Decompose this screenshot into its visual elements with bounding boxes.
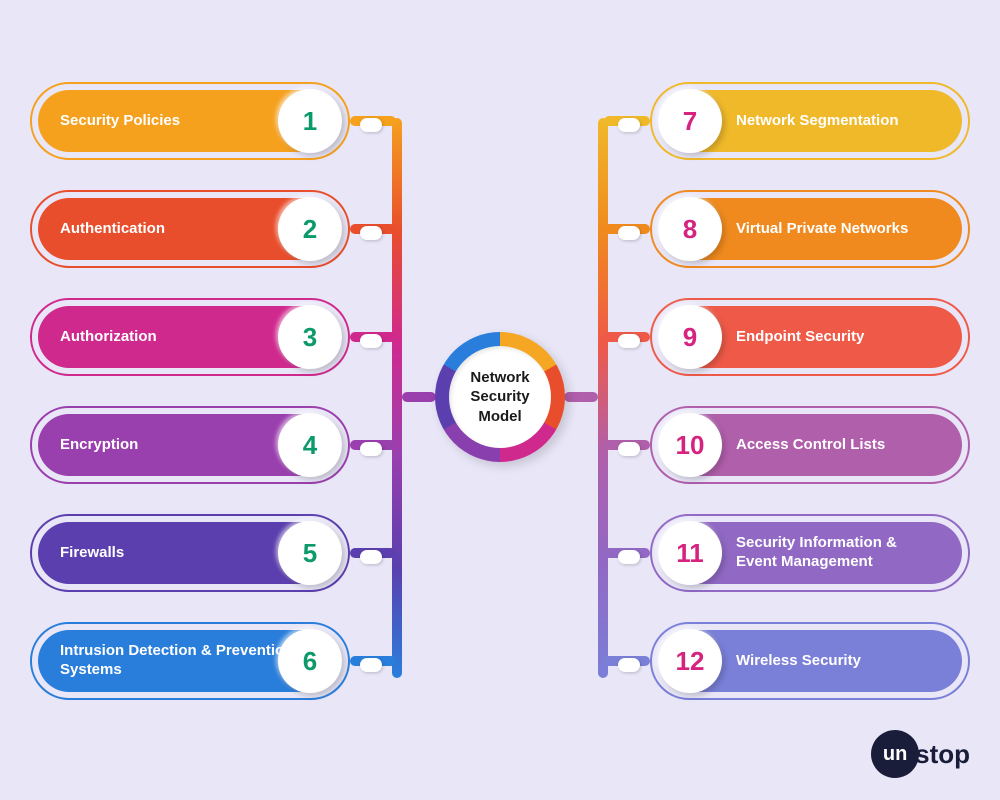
pill-label: Network Segmentation bbox=[736, 112, 899, 131]
bean-icon bbox=[360, 442, 382, 456]
pill-item: Access Control Lists 10 bbox=[650, 406, 970, 484]
pill-item: Virtual Private Networks 8 bbox=[650, 190, 970, 268]
bean-icon bbox=[360, 226, 382, 240]
bean-icon bbox=[360, 334, 382, 348]
bean-icon bbox=[618, 334, 640, 348]
pill-item: Intrusion Detection & Prevention Systems… bbox=[30, 622, 350, 700]
pill-number: 2 bbox=[278, 197, 342, 261]
pill-number: 7 bbox=[658, 89, 722, 153]
pill-label: Security Policies bbox=[60, 112, 180, 131]
pill-label: Endpoint Security bbox=[736, 328, 864, 347]
bean-icon bbox=[360, 658, 382, 672]
pill-item: Encryption 4 bbox=[30, 406, 350, 484]
bean-icon bbox=[360, 550, 382, 564]
pill-label: Access Control Lists bbox=[736, 436, 885, 455]
pill-item: Security Information & Event Management … bbox=[650, 514, 970, 592]
pill-number: 5 bbox=[278, 521, 342, 585]
hub-connector-right bbox=[564, 392, 598, 402]
pill-item: Wireless Security 12 bbox=[650, 622, 970, 700]
bean-icon bbox=[618, 118, 640, 132]
pill-label: Authentication bbox=[60, 220, 165, 239]
left-spine bbox=[392, 118, 402, 678]
logo-text: stop bbox=[915, 739, 970, 770]
pill-item: Authorization 3 bbox=[30, 298, 350, 376]
pill-label: Virtual Private Networks bbox=[736, 220, 908, 239]
pill-label: Encryption bbox=[60, 436, 138, 455]
pill-item: Network Segmentation 7 bbox=[650, 82, 970, 160]
pill-label: Wireless Security bbox=[736, 652, 861, 671]
bean-icon bbox=[618, 226, 640, 240]
bean-icon bbox=[618, 550, 640, 564]
center-hub: Network Security Model bbox=[435, 332, 565, 462]
pill-number: 8 bbox=[658, 197, 722, 261]
infographic-canvas: Security Policies 1 Authentication 2 Aut… bbox=[0, 0, 1000, 800]
pill-item: Firewalls 5 bbox=[30, 514, 350, 592]
bean-icon bbox=[618, 658, 640, 672]
pill-label: Authorization bbox=[60, 328, 157, 347]
bean-icon bbox=[360, 118, 382, 132]
pill-number: 3 bbox=[278, 305, 342, 369]
pill-label: Security Information & Event Management bbox=[736, 534, 940, 572]
pill-number: 10 bbox=[658, 413, 722, 477]
right-spine bbox=[598, 118, 608, 678]
pill-item: Endpoint Security 9 bbox=[650, 298, 970, 376]
hub-label: Network Security Model bbox=[449, 346, 551, 448]
pill-number: 1 bbox=[278, 89, 342, 153]
brand-logo: un stop bbox=[871, 730, 970, 778]
pill-number: 12 bbox=[658, 629, 722, 693]
pill-number: 4 bbox=[278, 413, 342, 477]
pill-label: Firewalls bbox=[60, 544, 124, 563]
pill-number: 9 bbox=[658, 305, 722, 369]
logo-circle: un bbox=[871, 730, 919, 778]
pill-item: Authentication 2 bbox=[30, 190, 350, 268]
hub-connector-left bbox=[402, 392, 436, 402]
pill-number: 11 bbox=[658, 521, 722, 585]
pill-number: 6 bbox=[278, 629, 342, 693]
bean-icon bbox=[618, 442, 640, 456]
pill-item: Security Policies 1 bbox=[30, 82, 350, 160]
